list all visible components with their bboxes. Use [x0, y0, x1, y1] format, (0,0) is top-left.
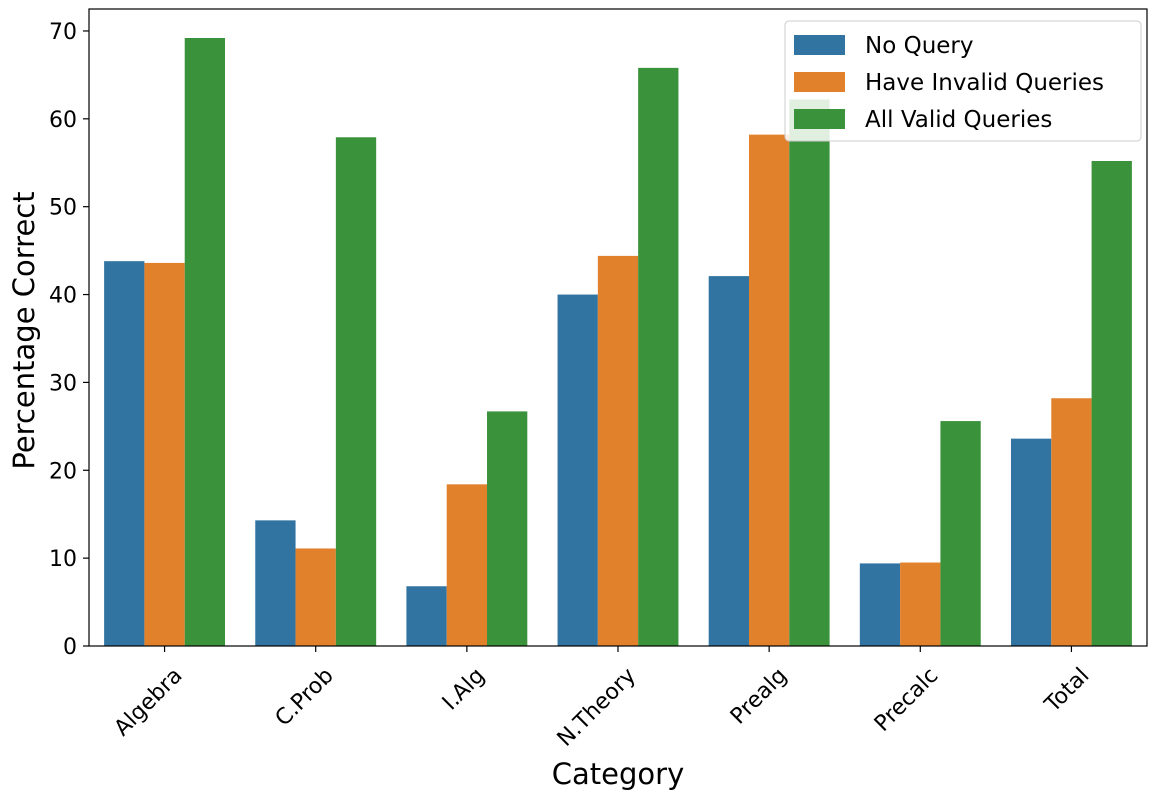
bar-no-query-i-alg: [406, 586, 447, 646]
x-tick-label: Total: [1040, 663, 1095, 718]
legend-label: All Valid Queries: [865, 107, 1052, 133]
y-tick-label: 10: [49, 547, 77, 572]
legend-label: Have Invalid Queries: [865, 70, 1104, 96]
legend-box: [784, 20, 1142, 142]
bar-all-valid-queries-precalc: [940, 421, 981, 646]
x-axis: Algebra C.Prob I.Alg N.Theory Prealg Precalc T…: [110, 646, 1095, 752]
legend-swatch: [794, 72, 845, 92]
y-tick-label: 0: [63, 635, 77, 660]
bar-no-query-prealg: [708, 276, 749, 646]
x-tick-label: Prealg: [726, 663, 792, 729]
bar-no-query-n-theory: [557, 294, 598, 646]
y-tick-label: 30: [49, 371, 77, 396]
bar-no-query-total: [1010, 438, 1052, 646]
x-tick-label: Precalc: [870, 663, 943, 736]
y-tick-label: 50: [49, 196, 77, 221]
legend-swatch: [794, 35, 845, 55]
legend: No Query Have Invalid Queries All Valid Qu…: [784, 20, 1142, 142]
bar-no-query-c-prob: [255, 520, 296, 646]
x-axis-title: Category: [552, 757, 684, 791]
bar-all-valid-queries-total: [1091, 161, 1132, 646]
y-tick-label: 70: [49, 20, 77, 45]
bar-all-valid-queries-i-alg: [487, 411, 528, 646]
legend-label: No Query: [865, 33, 974, 59]
bar-have-invalid-queries-prealg: [748, 134, 790, 646]
bar-have-invalid-queries-n-theory: [597, 255, 639, 646]
y-axis: 0 10 20 30 40 50 60 70: [49, 20, 89, 660]
bar-no-query-algebra: [104, 261, 145, 646]
x-tick-label: C.Prob: [271, 663, 339, 731]
bar-all-valid-queries-c-prob: [335, 137, 377, 646]
legend-swatch: [794, 109, 845, 129]
y-tick-label: 20: [49, 459, 77, 484]
bar-have-invalid-queries-c-prob: [295, 548, 336, 646]
y-axis-title: Percentage Correct: [7, 191, 41, 469]
bar-all-valid-queries-algebra: [184, 37, 226, 647]
bar-have-invalid-queries-algebra: [144, 262, 185, 646]
x-tick-label: Algebra: [110, 663, 188, 741]
bar-no-query-precalc: [859, 563, 901, 646]
bar-all-valid-queries-prealg: [789, 99, 830, 646]
bar-have-invalid-queries-precalc: [900, 562, 941, 646]
bar-all-valid-queries-n-theory: [638, 67, 679, 647]
x-tick-label: I.Alg: [438, 663, 490, 715]
bar-have-invalid-queries-i-alg: [446, 484, 487, 646]
bar-have-invalid-queries-total: [1051, 398, 1092, 646]
y-tick-label: 60: [49, 108, 77, 133]
x-tick-label: N.Theory: [553, 663, 641, 751]
y-tick-label: 40: [49, 284, 77, 309]
bars-layer: [104, 37, 1132, 647]
